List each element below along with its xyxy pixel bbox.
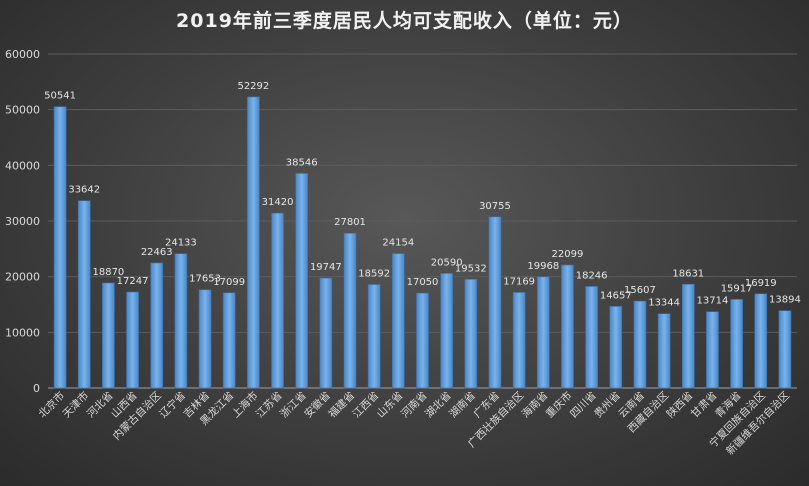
y-tick-label: 50000 bbox=[5, 104, 40, 117]
bar bbox=[778, 310, 792, 389]
data-label: 17099 bbox=[213, 277, 245, 288]
bar bbox=[754, 293, 768, 389]
data-label: 17050 bbox=[407, 277, 439, 288]
x-tick-label: 湖北省 bbox=[422, 389, 453, 420]
bar bbox=[247, 96, 260, 389]
data-label: 52292 bbox=[237, 81, 269, 92]
bar bbox=[681, 283, 695, 389]
bar bbox=[585, 286, 598, 389]
bar bbox=[222, 292, 236, 389]
y-tick-label: 20000 bbox=[5, 271, 40, 284]
bar bbox=[561, 264, 574, 389]
y-tick-label: 0 bbox=[33, 382, 40, 395]
chart-title: 2019年前三季度居民人均可支配收入（单位：元） bbox=[176, 10, 633, 32]
x-tick-label: 浙江省 bbox=[277, 389, 308, 420]
x-tick-label: 北京市 bbox=[36, 389, 67, 420]
bar bbox=[367, 284, 381, 389]
x-tick-label: 甘肃省 bbox=[688, 389, 719, 420]
bar bbox=[657, 313, 671, 389]
data-label: 13894 bbox=[769, 295, 801, 306]
bar bbox=[126, 291, 139, 389]
bar bbox=[343, 232, 357, 389]
data-label: 18631 bbox=[672, 268, 704, 279]
data-label: 17169 bbox=[503, 276, 535, 287]
bar bbox=[488, 216, 502, 389]
x-tick-label: 福建省 bbox=[326, 389, 357, 420]
data-label: 22463 bbox=[141, 247, 173, 258]
data-label: 15607 bbox=[624, 285, 656, 296]
bar bbox=[512, 292, 526, 389]
x-tick-label: 贵州省 bbox=[591, 389, 622, 420]
x-tick-label: 四川省 bbox=[567, 389, 598, 420]
x-tick-label: 山东省 bbox=[374, 389, 405, 420]
data-label: 20590 bbox=[431, 257, 463, 268]
x-axis: 北京市天津市河北省山西省内蒙古自治区辽宁省吉林省黑龙江省上海市江苏省浙江省安徽省… bbox=[36, 389, 792, 458]
x-tick-label: 海南省 bbox=[519, 389, 550, 420]
data-label: 19968 bbox=[527, 261, 559, 272]
bar bbox=[53, 106, 67, 389]
x-tick-label: 河北省 bbox=[84, 389, 115, 420]
data-label: 18246 bbox=[576, 270, 608, 281]
data-label: 15917 bbox=[721, 283, 753, 294]
bar bbox=[536, 276, 550, 389]
bar bbox=[319, 277, 333, 389]
x-tick-label: 天津市 bbox=[60, 389, 91, 420]
y-tick-label: 30000 bbox=[5, 215, 40, 228]
bar bbox=[77, 200, 91, 389]
x-tick-label: 江西省 bbox=[350, 389, 381, 420]
x-tick-label: 重庆市 bbox=[543, 389, 574, 420]
data-label: 13714 bbox=[697, 296, 729, 307]
y-tick-label: 10000 bbox=[5, 326, 40, 339]
data-label: 22099 bbox=[552, 249, 584, 260]
data-label: 17247 bbox=[117, 276, 149, 287]
data-label: 24154 bbox=[382, 238, 414, 249]
x-tick-label: 湖南省 bbox=[446, 389, 477, 420]
data-label: 14657 bbox=[600, 290, 632, 301]
x-tick-label: 江苏省 bbox=[253, 389, 284, 420]
y-tick-label: 40000 bbox=[5, 159, 40, 172]
bar bbox=[440, 273, 454, 389]
x-tick-label: 河南省 bbox=[398, 389, 429, 420]
data-label: 31420 bbox=[262, 197, 294, 208]
bar bbox=[198, 289, 212, 389]
data-label: 13344 bbox=[648, 298, 680, 309]
bar bbox=[416, 292, 429, 389]
data-label: 17653 bbox=[189, 274, 221, 285]
y-tick-label: 60000 bbox=[5, 48, 40, 61]
data-label: 38546 bbox=[286, 157, 318, 168]
bar-series bbox=[53, 96, 792, 389]
bar bbox=[730, 299, 743, 389]
data-label: 18592 bbox=[358, 269, 390, 280]
bar bbox=[271, 212, 284, 389]
bar bbox=[706, 311, 719, 389]
data-label: 30755 bbox=[479, 201, 511, 212]
data-label: 50541 bbox=[44, 91, 76, 102]
x-tick-label: 陕西省 bbox=[664, 389, 695, 420]
data-label: 18870 bbox=[92, 267, 124, 278]
data-label: 19747 bbox=[310, 262, 342, 273]
bar bbox=[174, 253, 188, 389]
data-label: 27801 bbox=[334, 217, 366, 228]
data-label: 19532 bbox=[455, 263, 487, 274]
bar bbox=[633, 300, 647, 389]
x-tick-label: 安徽省 bbox=[302, 389, 333, 420]
bar bbox=[102, 282, 115, 389]
bar bbox=[391, 253, 405, 389]
data-label: 24133 bbox=[165, 238, 197, 249]
data-label: 33642 bbox=[68, 185, 100, 196]
bar bbox=[609, 306, 623, 389]
x-tick-label: 上海市 bbox=[229, 389, 260, 420]
bar bbox=[295, 173, 309, 389]
data-label: 16919 bbox=[745, 278, 777, 289]
x-tick-label: 辽宁省 bbox=[157, 389, 188, 420]
y-axis: 0 10000 20000 30000 40000 50000 60000 bbox=[5, 48, 40, 395]
bar bbox=[150, 262, 164, 389]
bar bbox=[464, 278, 478, 389]
